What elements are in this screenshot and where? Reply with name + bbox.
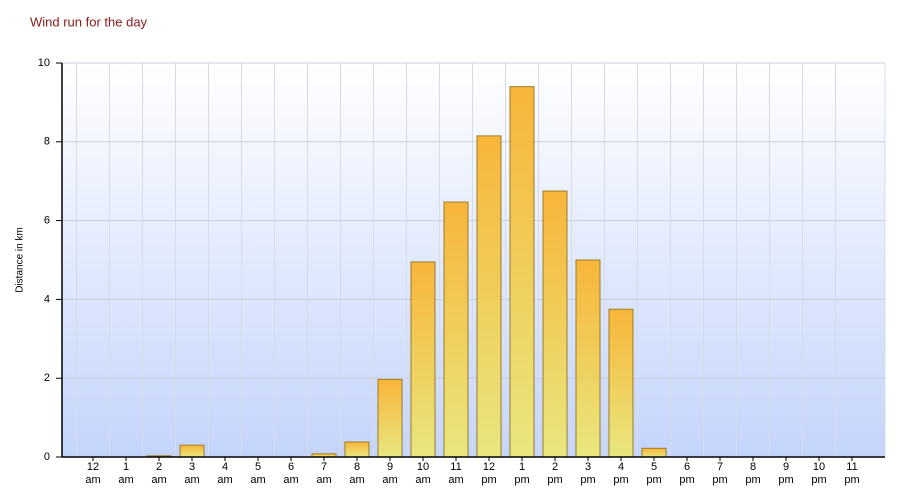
y-tick-label: 6 <box>44 215 50 227</box>
x-tick-label: 6 am <box>283 461 298 486</box>
x-tick-label: 2 am <box>151 461 166 486</box>
bar <box>476 135 502 458</box>
y-tick-label: 10 <box>38 57 50 69</box>
bar <box>179 444 205 458</box>
x-tick-label: 10 am <box>415 461 430 486</box>
x-tick-label: 2 pm <box>547 461 562 486</box>
y-tick-label: 0 <box>44 451 50 463</box>
bar <box>575 259 601 458</box>
bar <box>542 190 568 458</box>
x-tick-label: 6 pm <box>679 461 694 486</box>
x-tick-label: 9 am <box>382 461 397 486</box>
plot-area <box>62 63 885 457</box>
y-tick-label: 4 <box>44 293 50 305</box>
bar <box>410 261 436 458</box>
bar <box>344 441 370 458</box>
bar <box>443 201 469 458</box>
x-tick-label: 7 am <box>316 461 331 486</box>
x-tick-label: 11 am <box>448 461 463 486</box>
x-tick-label: 11 pm <box>844 461 859 486</box>
x-tick-label: 12 pm <box>481 461 496 486</box>
y-axis-label: Distance in km <box>15 227 26 293</box>
x-tick-label: 1 am <box>118 461 133 486</box>
bar <box>509 86 535 458</box>
x-tick-label: 4 pm <box>613 461 628 486</box>
bar <box>641 447 667 458</box>
x-tick-label: 4 am <box>217 461 232 486</box>
x-tick-label: 3 pm <box>580 461 595 486</box>
x-tick-label: 12 am <box>85 461 100 486</box>
x-tick-label: 8 pm <box>745 461 760 486</box>
x-tick-label: 9 pm <box>778 461 793 486</box>
x-tick-label: 8 am <box>349 461 364 486</box>
bar <box>608 308 634 458</box>
x-tick-label: 1 pm <box>514 461 529 486</box>
x-tick-label: 5 am <box>250 461 265 486</box>
y-tick-label: 8 <box>44 136 50 148</box>
x-tick-label: 7 pm <box>712 461 727 486</box>
x-tick-label: 10 pm <box>811 461 826 486</box>
x-tick-label: 5 pm <box>646 461 661 486</box>
x-tick-label: 3 am <box>184 461 199 486</box>
chart-title: Wind run for the day <box>30 14 148 29</box>
y-tick-label: 2 <box>44 372 50 384</box>
bar <box>377 378 403 458</box>
